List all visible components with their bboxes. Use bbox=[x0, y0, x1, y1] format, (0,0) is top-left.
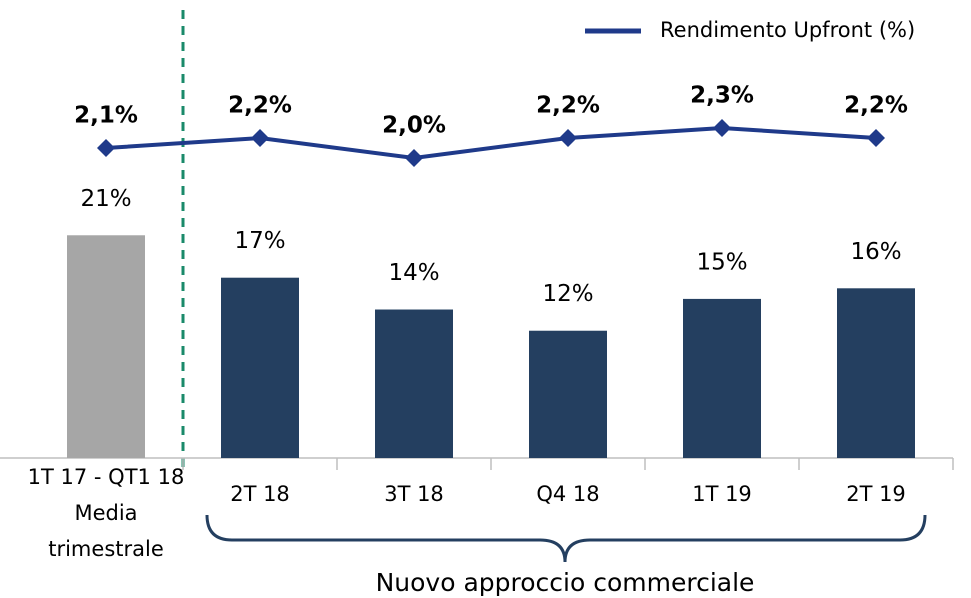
marker bbox=[405, 149, 423, 167]
bar bbox=[375, 309, 453, 458]
bar bbox=[221, 277, 299, 458]
bar-label: 14% bbox=[388, 260, 439, 286]
marker bbox=[559, 129, 577, 147]
bar-label: 12% bbox=[542, 281, 593, 307]
bar-label: 15% bbox=[696, 249, 747, 275]
line-label: 2,3% bbox=[690, 83, 754, 109]
x-tick-label: 1T 19 bbox=[692, 482, 752, 506]
x-tick-label: 2T 18 bbox=[230, 482, 290, 506]
x-tick-label: 2T 19 bbox=[846, 482, 906, 506]
annotation: Nuovo approccio commerciale bbox=[376, 568, 755, 597]
brace bbox=[205, 514, 927, 563]
marker bbox=[97, 139, 115, 157]
bar bbox=[683, 298, 761, 458]
marker bbox=[867, 129, 885, 147]
line-label: 2,2% bbox=[536, 93, 600, 119]
bar-label: 21% bbox=[80, 186, 131, 212]
marker bbox=[251, 129, 269, 147]
bar bbox=[837, 288, 915, 458]
line bbox=[105, 125, 877, 161]
line-label: 2,1% bbox=[74, 103, 138, 129]
x-tick-label: 3T 18 bbox=[384, 482, 444, 506]
x-tick-label: 1T 17 - QT1 18 Media trimestrale bbox=[28, 465, 185, 561]
line-label: 2,2% bbox=[228, 93, 292, 119]
line-label: 2,2% bbox=[844, 93, 908, 119]
line-label: 2,0% bbox=[382, 113, 446, 139]
bar bbox=[529, 330, 607, 458]
legend-label: Rendimento Upfront (%) bbox=[660, 18, 915, 42]
bar bbox=[67, 235, 145, 458]
bar-label: 17% bbox=[234, 228, 285, 254]
x-tick-label: Q4 18 bbox=[536, 482, 599, 506]
marker bbox=[713, 119, 731, 137]
bar-label: 16% bbox=[850, 239, 901, 265]
